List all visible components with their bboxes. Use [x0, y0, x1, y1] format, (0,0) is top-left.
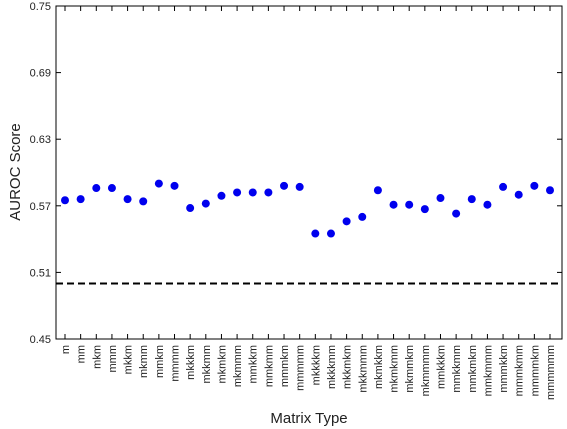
x-tick-label: mkmkkm — [373, 345, 385, 389]
data-point — [233, 188, 242, 197]
data-point — [154, 179, 163, 188]
x-axis: m mm mkm mmm mkkm mkmm mmkm mmmm mkkkm mkkmm mkmkm… — [60, 6, 557, 400]
x-tick-label: mmmm — [170, 345, 182, 382]
data-point — [186, 204, 195, 213]
y-tick-label: 0.57 — [30, 201, 51, 213]
x-tick-label: mmkm — [154, 345, 166, 378]
data-point — [452, 209, 461, 218]
data-point — [546, 186, 554, 195]
data-point — [76, 195, 85, 204]
x-tick-label: mmmkkm — [498, 345, 510, 393]
data-point — [483, 200, 492, 209]
x-tick-label: mkkkkm — [310, 345, 322, 385]
x-tick-label: m — [60, 345, 72, 354]
x-tick-label: mkmmkm — [404, 345, 416, 393]
data-point — [342, 217, 351, 226]
data-point — [248, 188, 257, 197]
x-tick-label: mmkkmm — [451, 345, 463, 393]
y-axis-label: AUROC Score — [7, 123, 24, 221]
data-point — [201, 199, 210, 208]
data-point — [92, 184, 101, 193]
y-tick-label: 0.63 — [30, 134, 51, 146]
data-point — [389, 200, 398, 209]
x-tick-label: mm — [76, 345, 88, 363]
data-point — [217, 191, 226, 200]
x-tick-label: mkmkmm — [389, 345, 401, 393]
x-tick-label: mmkkm — [248, 345, 260, 384]
x-tick-label: mmkmmm — [482, 345, 494, 396]
x-tick-label: mmmkmm — [514, 345, 526, 396]
data-point — [514, 190, 523, 199]
x-tick-label: mmmkm — [279, 345, 291, 387]
data-point — [420, 205, 429, 214]
x-tick-label: mkkmkm — [342, 345, 354, 389]
x-tick-label: mmkmkm — [467, 345, 479, 393]
x-tick-label: mmkkkm — [435, 345, 447, 389]
data-point — [311, 229, 320, 238]
x-tick-label: mmmmmm — [545, 345, 557, 400]
y-tick-label: 0.69 — [30, 68, 51, 80]
x-tick-label: mkkm — [123, 345, 135, 374]
x-tick-label: mkmkm — [216, 345, 228, 384]
data-point — [264, 188, 273, 197]
data-point — [467, 195, 476, 204]
y-tick-label: 0.45 — [30, 334, 51, 346]
x-tick-label: mkkmmm — [357, 345, 369, 393]
data-point — [373, 186, 382, 195]
data-point — [326, 229, 335, 238]
data-point — [358, 212, 367, 221]
data-point — [295, 182, 304, 191]
x-tick-label: mkkmm — [201, 345, 213, 384]
data-point — [123, 195, 132, 204]
x-tick-label: mkkkmm — [326, 345, 338, 389]
data-point — [436, 194, 445, 203]
x-tick-label: mmkmm — [263, 345, 275, 387]
data-point — [499, 182, 508, 191]
x-tick-label: mmmmm — [295, 345, 307, 391]
x-tick-label: mmm — [107, 345, 119, 373]
data-point — [530, 181, 539, 190]
x-tick-label: mmmmkm — [529, 345, 541, 396]
data-points — [61, 179, 554, 238]
x-tick-label: mkm — [91, 345, 103, 369]
x-tick-label: mkmm — [138, 345, 150, 378]
data-point — [280, 181, 289, 190]
data-point — [170, 181, 179, 190]
x-axis-label: Matrix Type — [270, 410, 347, 427]
y-tick-label: 0.75 — [30, 1, 51, 13]
data-point — [107, 184, 116, 193]
data-point — [139, 197, 148, 206]
data-point — [405, 200, 414, 209]
y-axis: 0.45 0.51 0.57 0.63 0.69 0.75 — [30, 1, 562, 346]
x-tick-label: mkkkm — [185, 345, 197, 380]
x-tick-label: mkmmmm — [420, 345, 432, 396]
plot-frame — [55, 5, 563, 340]
data-point — [61, 196, 69, 205]
y-tick-label: 0.51 — [30, 267, 51, 279]
x-tick-label: mkmmm — [232, 345, 244, 387]
